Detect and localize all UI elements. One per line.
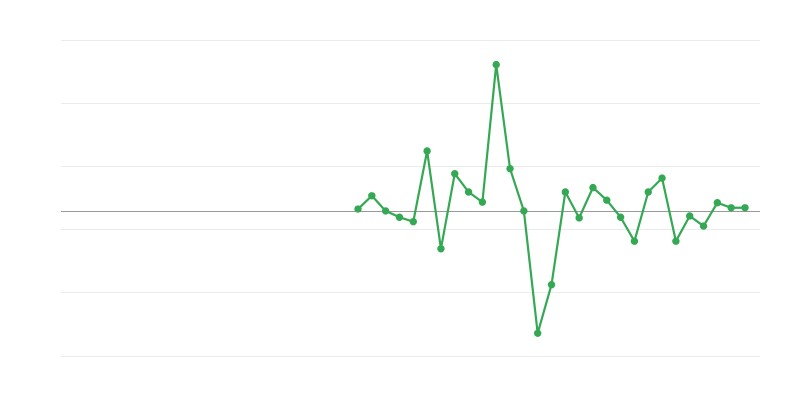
data-point[interactable] [713, 199, 722, 207]
data-point[interactable] [603, 196, 611, 204]
data-point[interactable] [478, 198, 487, 206]
data-point[interactable] [354, 205, 362, 213]
data-point[interactable] [644, 188, 652, 196]
data-point[interactable] [658, 174, 666, 182]
data-point[interactable] [395, 213, 404, 221]
data-point[interactable] [589, 183, 597, 192]
data-point[interactable] [368, 192, 376, 200]
series-markers-group [354, 60, 749, 337]
data-point[interactable] [616, 213, 625, 221]
data-point[interactable] [381, 207, 390, 215]
data-point[interactable] [547, 281, 556, 289]
data-point[interactable] [506, 164, 514, 173]
data-point[interactable] [423, 147, 431, 155]
data-point[interactable] [727, 204, 735, 212]
data-point[interactable] [741, 204, 749, 212]
data-point[interactable] [699, 222, 708, 230]
data-point[interactable] [575, 214, 583, 222]
series-group [354, 60, 749, 337]
data-point[interactable] [686, 212, 694, 220]
gridlines-group [61, 40, 760, 357]
data-point[interactable] [672, 237, 680, 245]
data-point[interactable] [409, 217, 417, 226]
data-point[interactable] [464, 188, 473, 196]
data-point[interactable] [520, 207, 528, 215]
data-point[interactable] [492, 60, 500, 69]
data-point[interactable] [437, 245, 445, 253]
data-point[interactable] [451, 170, 459, 178]
data-point[interactable] [561, 188, 570, 196]
data-point[interactable] [630, 237, 639, 245]
data-point[interactable] [533, 329, 542, 337]
